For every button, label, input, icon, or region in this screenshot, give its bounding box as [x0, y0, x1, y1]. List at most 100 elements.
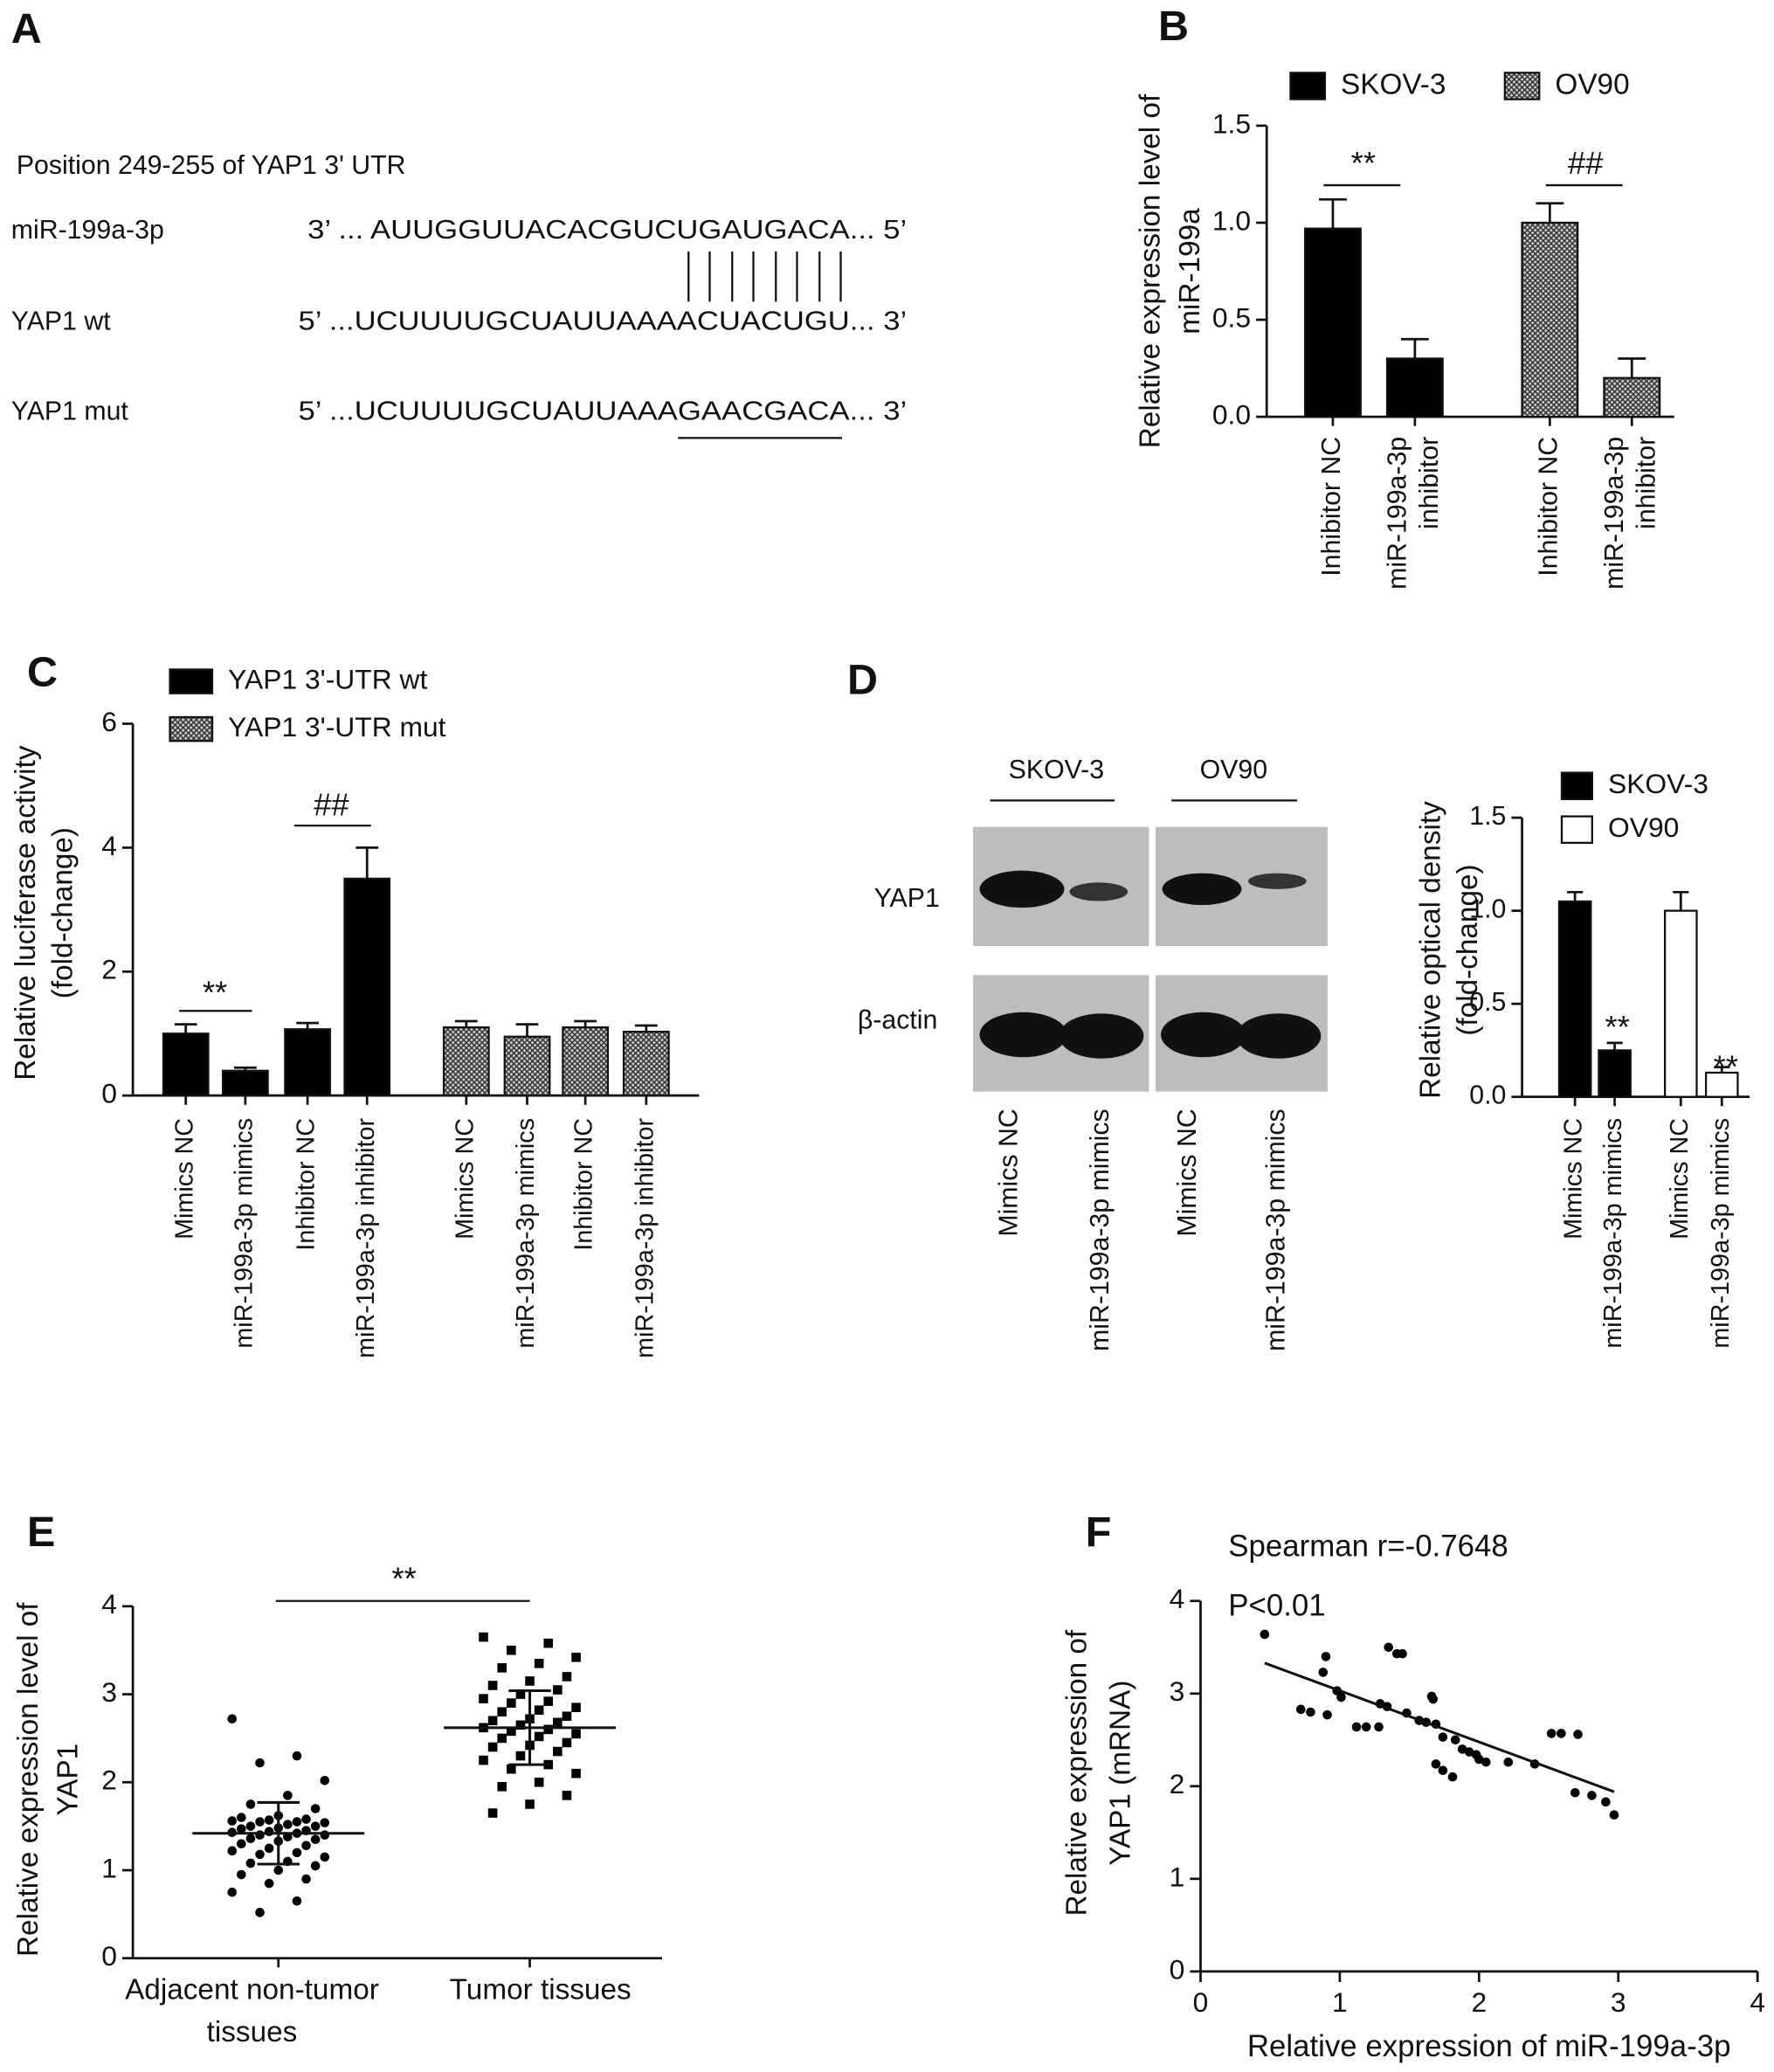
point: [255, 1758, 265, 1768]
legend-label: YAP1 3'-UTR mut: [228, 711, 445, 742]
annotation: **: [1351, 145, 1376, 181]
point: [507, 1764, 516, 1774]
x-tick-label: Mimics NC: [451, 1118, 479, 1240]
point: [255, 1849, 265, 1860]
point: [543, 1724, 554, 1735]
point: [571, 1729, 581, 1739]
legend-swatch: [1289, 72, 1326, 100]
point: [571, 1652, 581, 1662]
sequence-title: Position 249-255 of YAP1 3' UTR: [17, 151, 406, 180]
point: [1474, 1754, 1484, 1765]
point: [310, 1804, 321, 1813]
bar: [1521, 221, 1579, 418]
bar: [562, 1026, 610, 1097]
y-tick-label: 0: [101, 1940, 117, 1972]
legend-swatch: [169, 668, 214, 694]
point: [227, 1816, 238, 1826]
point: [301, 1814, 311, 1824]
y-tick-label: 1.5: [1212, 107, 1251, 139]
band: [1059, 1013, 1144, 1059]
annotation: ##: [1568, 145, 1604, 181]
y-axis-title-line: Relative expression level of: [12, 1602, 45, 1957]
point: [237, 1824, 246, 1834]
sequence: 3’ ... AUUGGUUACACGUCUGAUGACA... 5’: [307, 216, 907, 245]
row-label: YAP1: [874, 884, 940, 913]
x-tick-label-line: miR-199a-3p: [1600, 437, 1629, 590]
y-axis-title: Relative luciferase activity (fold-change…: [10, 745, 79, 1081]
point: [283, 1791, 293, 1800]
point: [292, 1817, 302, 1827]
x-tick-label: 1: [1332, 1986, 1348, 2018]
point: [283, 1820, 293, 1829]
point: [562, 1672, 572, 1682]
point: [553, 1746, 563, 1757]
point: [1546, 1729, 1557, 1738]
y-axis-title-line: Relative expression of: [1060, 1629, 1093, 1916]
point: [1398, 1648, 1407, 1659]
pairing-lines: [687, 251, 842, 302]
y-tick-label: 1: [1170, 1861, 1185, 1892]
panel-a: A Position 249-255 of YAP1 3' UTR miR-19…: [11, 5, 907, 439]
panel-d-blot: D SKOV-3 OV90 YAP1 β-actin Mimics NC miR…: [847, 656, 1328, 1351]
point: [543, 1696, 554, 1706]
point: [534, 1705, 544, 1715]
point: [515, 1689, 526, 1699]
x-tick-label: miR-199a-3p inhibitor: [352, 1118, 380, 1358]
point: [320, 1818, 330, 1827]
point: [245, 1834, 256, 1844]
x-tick-label: Mimics NC: [170, 1118, 198, 1240]
legend-label: OV90: [1608, 812, 1679, 843]
lane-label: Mimics NC: [994, 1109, 1023, 1236]
band: [1069, 882, 1129, 901]
panel-label: B: [1158, 3, 1189, 50]
x-tick-label: miR-199a-3p inhibitor: [631, 1118, 659, 1358]
x-tick-label-line: Inhibitor NC: [1534, 437, 1563, 577]
y-axis-title: Relative expression of YAP1 (mRNA): [1060, 1629, 1136, 1916]
row-name: miR-199a-3p: [11, 216, 164, 245]
point: [255, 1817, 265, 1827]
panel-label: A: [11, 5, 42, 52]
point: [1260, 1629, 1270, 1640]
point: [507, 1726, 516, 1737]
y-axis-title-line: miR-199a: [1174, 208, 1206, 335]
y-tick-label: 0: [101, 1078, 117, 1109]
lane-label: miR-199a-3p mimics: [1086, 1109, 1115, 1351]
y-axis-title-line: Relative optical density: [1414, 801, 1446, 1099]
bar: [284, 1028, 331, 1097]
bar: [221, 1069, 269, 1097]
point: [273, 1865, 284, 1875]
bar: [1557, 900, 1592, 1098]
x-tick-label: 3: [1611, 1986, 1626, 2018]
point: [1306, 1707, 1315, 1717]
annotation: **: [391, 1561, 416, 1597]
y-tick-label: 4: [101, 830, 117, 861]
point: [497, 1782, 507, 1792]
point: [553, 1717, 563, 1728]
annotation: **: [1605, 1009, 1629, 1045]
point: [562, 1711, 572, 1722]
bar: [1304, 227, 1362, 418]
legend-label: SKOV-3: [1608, 768, 1708, 799]
point: [1503, 1757, 1514, 1767]
point: [1431, 1759, 1441, 1769]
y-axis-title-line: (fold-change): [46, 827, 79, 998]
y-axis-title-line: (fold-change): [1452, 864, 1484, 1035]
bar: [622, 1030, 670, 1097]
point: [237, 1813, 246, 1822]
point: [310, 1834, 321, 1845]
point: [310, 1821, 321, 1831]
legend-swatch: [169, 715, 214, 742]
point: [237, 1839, 246, 1849]
band: [1236, 1013, 1322, 1059]
point: [1570, 1787, 1580, 1798]
point: [525, 1676, 535, 1686]
y-tick-label: 2: [101, 954, 117, 985]
band: [1248, 873, 1307, 889]
group-label: OV90: [1200, 756, 1267, 784]
y-axis-title-line: YAP1: [52, 1744, 84, 1816]
bar: [1664, 909, 1698, 1098]
lane-label: miR-199a-3p mimics: [1261, 1109, 1290, 1351]
band: [1161, 1012, 1246, 1058]
point: [553, 1685, 563, 1695]
point: [497, 1707, 507, 1717]
